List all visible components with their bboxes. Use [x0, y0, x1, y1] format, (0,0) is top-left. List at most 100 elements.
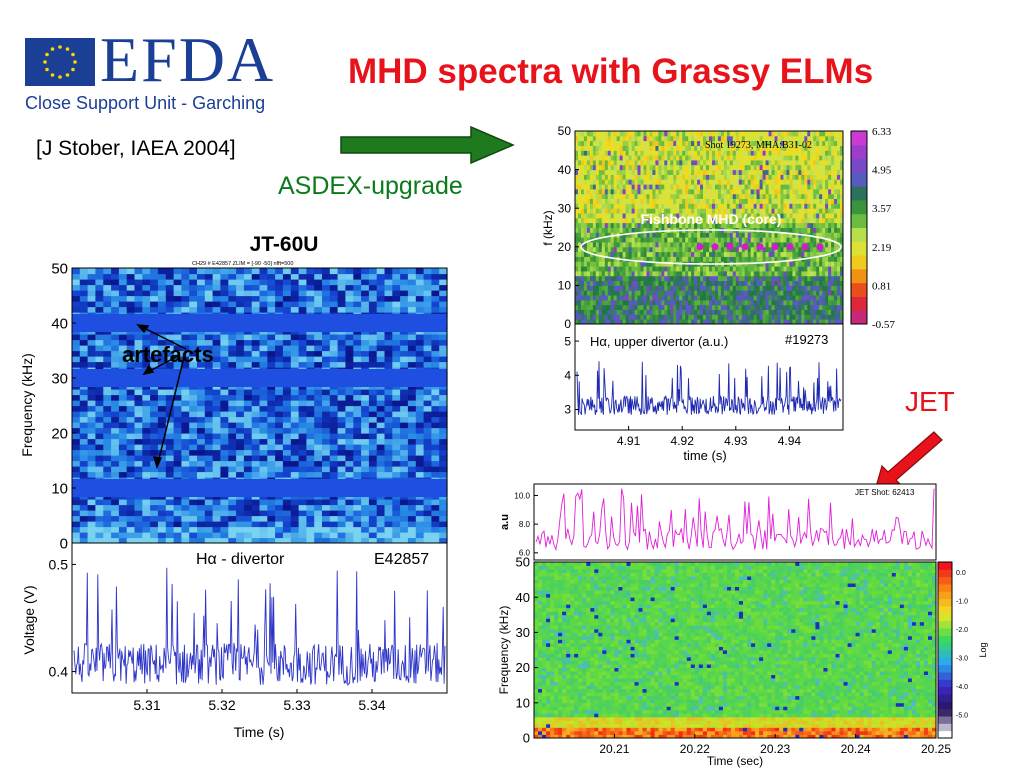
jet-colorbar-label: -5.0 — [956, 713, 968, 720]
logo-subtitle: Close Support Unit - Garching — [25, 93, 266, 113]
jet-ytick: 50 — [516, 555, 530, 570]
jt60u-trace — [73, 567, 446, 687]
jet-figure: 10.0 8.0 6.0 JET Shot: 62413 a.u 0 10 20 30 40… — [497, 483, 988, 768]
fishbone-burst — [786, 243, 794, 251]
asdex-ytick: 20 — [558, 240, 572, 254]
jt60u-figure: JT-60U CH29 # E42857 ZLIM = [-90 -50] nf… — [19, 233, 448, 740]
jt60u-trace-xtick: 5.32 — [208, 697, 235, 713]
jet-colorbar-label: -4.0 — [956, 684, 968, 691]
artefact-band — [72, 369, 447, 387]
jt60u-trace-xtick: 5.34 — [358, 697, 385, 713]
jet-spectrogram — [534, 562, 937, 739]
fishbone-burst — [711, 243, 719, 251]
jt60u-title: JT-60U — [250, 233, 319, 256]
jet-ylabel: Frequency (kHz) — [497, 606, 511, 695]
slide-title: MHD spectra with Grassy ELMs — [348, 52, 874, 91]
jet-trace-ytick: 10.0 — [514, 491, 530, 500]
asdex-trace-label: Hα, upper divertor (a.u.) — [590, 334, 728, 349]
jet-colorbar-title: Log — [978, 642, 988, 657]
jet-xtick: 20.24 — [841, 742, 871, 756]
asdex-trace-shot: #19273 — [785, 332, 828, 347]
jet-colorbar-label: -2.0 — [956, 627, 968, 634]
fishbone-annotation: Fishbone MHD (core) — [641, 211, 782, 227]
jet-colorbar-label: 0.0 — [956, 570, 966, 577]
jet-xtick: 20.21 — [599, 742, 629, 756]
fishbone-burst — [726, 243, 734, 251]
jet-trace — [535, 488, 935, 551]
jet-colorbar-label: -1.0 — [956, 599, 968, 606]
asdex-trace-ytick: 3 — [564, 403, 571, 417]
jt60u-trace-xlabel: Time (s) — [234, 724, 285, 740]
jt60u-trace-shot: E42857 — [374, 551, 429, 568]
asdex-trace-xtick: 4.92 — [671, 434, 695, 448]
citation: [J Stober, IAEA 2004] — [36, 137, 236, 160]
jt60u-ytick: 50 — [51, 260, 68, 277]
eu-flag-icon — [25, 38, 95, 86]
jet-xtick: 20.23 — [760, 742, 790, 756]
efda-logo-text: EFDA — [100, 24, 276, 95]
jt60u-ytick: 30 — [51, 370, 68, 387]
jt60u-ytick: 10 — [51, 480, 68, 497]
asdex-header: Shot 19273, MHA:B31-02 — [705, 140, 812, 151]
jt60u-trace-ytick: 0.4 — [49, 663, 69, 679]
jet-ytick: 30 — [516, 625, 530, 640]
jt60u-trace-ytick: 0.5 — [49, 556, 69, 572]
asdex-ytick: 30 — [558, 201, 572, 215]
asdex-colorbar-label: -0.57 — [872, 319, 895, 331]
jet-ytick: 0 — [523, 731, 530, 746]
fishbone-ellipse — [580, 229, 842, 265]
jt60u-trace-xtick: 5.33 — [283, 697, 310, 713]
asdex-ytick: 50 — [558, 124, 572, 138]
asdex-colorbar-label: 3.57 — [872, 203, 892, 215]
jet-ytick: 20 — [516, 660, 530, 675]
artefact-arrows — [136, 324, 187, 470]
asdex-colorbar-label: 0.81 — [872, 280, 891, 292]
asdex-colorbar-label: 4.95 — [872, 165, 892, 177]
asdex-colorbar: 6.33 4.95 3.57 2.19 0.81 -0.57 — [850, 126, 895, 331]
asdex-ylabel: f (kHz) — [541, 210, 555, 245]
jt60u-trace-ylabel: Voltage (V) — [21, 585, 37, 654]
asdex-trace — [576, 361, 842, 416]
asdex-trace-xtick: 4.93 — [724, 434, 748, 448]
jet-xtick: 20.22 — [680, 742, 710, 756]
asdex-ytick: 0 — [564, 317, 571, 331]
asdex-colorbar-label: 2.19 — [872, 242, 892, 254]
jet-colorbar: 0.0 -1.0 -2.0 -3.0 -4.0 -5.0 Log — [937, 561, 988, 739]
jet-trace-ytick: 8.0 — [519, 520, 531, 529]
jet-xtick: 20.25 — [921, 742, 951, 756]
asdex-figure: 0 10 20 30 40 50 Shot 19273, MHA:B31-02 f (kH… — [541, 124, 895, 463]
asdex-trace-xlabel: time (s) — [683, 448, 726, 463]
jet-header: JET Shot: 62413 — [855, 488, 915, 497]
jt60u-trace-label: Hα - divertor — [196, 551, 285, 568]
jet-trace-ytick: 6.0 — [519, 549, 531, 558]
jt60u-spectrogram — [72, 268, 448, 544]
jet-ytick: 40 — [516, 590, 530, 605]
jet-xlabel: Time (sec) — [707, 754, 763, 768]
jet-colorbar-label: -3.0 — [956, 656, 968, 663]
fishbone-burst — [696, 243, 704, 251]
asdex-trace-ytick: 4 — [564, 368, 571, 382]
asdex-trace-ytick: 5 — [564, 334, 571, 348]
jt60u-subtitle: CH29 # E42857 ZLIM = [-90 -50] nfft=500 — [192, 261, 293, 267]
jt60u-ytick: 40 — [51, 315, 68, 332]
jet-label: JET — [905, 386, 955, 417]
artefact-band — [72, 479, 447, 497]
fishbone-burst — [816, 243, 824, 251]
asdex-trace-xtick: 4.94 — [778, 434, 802, 448]
jt60u-trace-xtick: 5.31 — [133, 697, 160, 713]
fishbone-burst — [801, 243, 809, 251]
green-arrow-icon — [340, 125, 515, 165]
jt60u-ytick: 20 — [51, 425, 68, 442]
asdex-ytick: 40 — [558, 163, 572, 177]
fishbone-burst — [741, 243, 749, 251]
jet-trace-ylabel: a.u — [499, 514, 511, 530]
asdex-ytick: 10 — [558, 279, 572, 293]
jt60u-ylabel: Frequency (kHz) — [19, 353, 35, 456]
jt60u-ytick: 0 — [60, 535, 68, 552]
jet-ytick: 10 — [516, 695, 530, 710]
artefacts-annotation: artefacts — [122, 342, 214, 367]
asdex-trace-xtick: 4.91 — [617, 434, 641, 448]
asdex-label: ASDEX-upgrade — [278, 172, 463, 200]
artefact-band — [72, 314, 447, 332]
asdex-colorbar-label: 6.33 — [872, 126, 892, 138]
